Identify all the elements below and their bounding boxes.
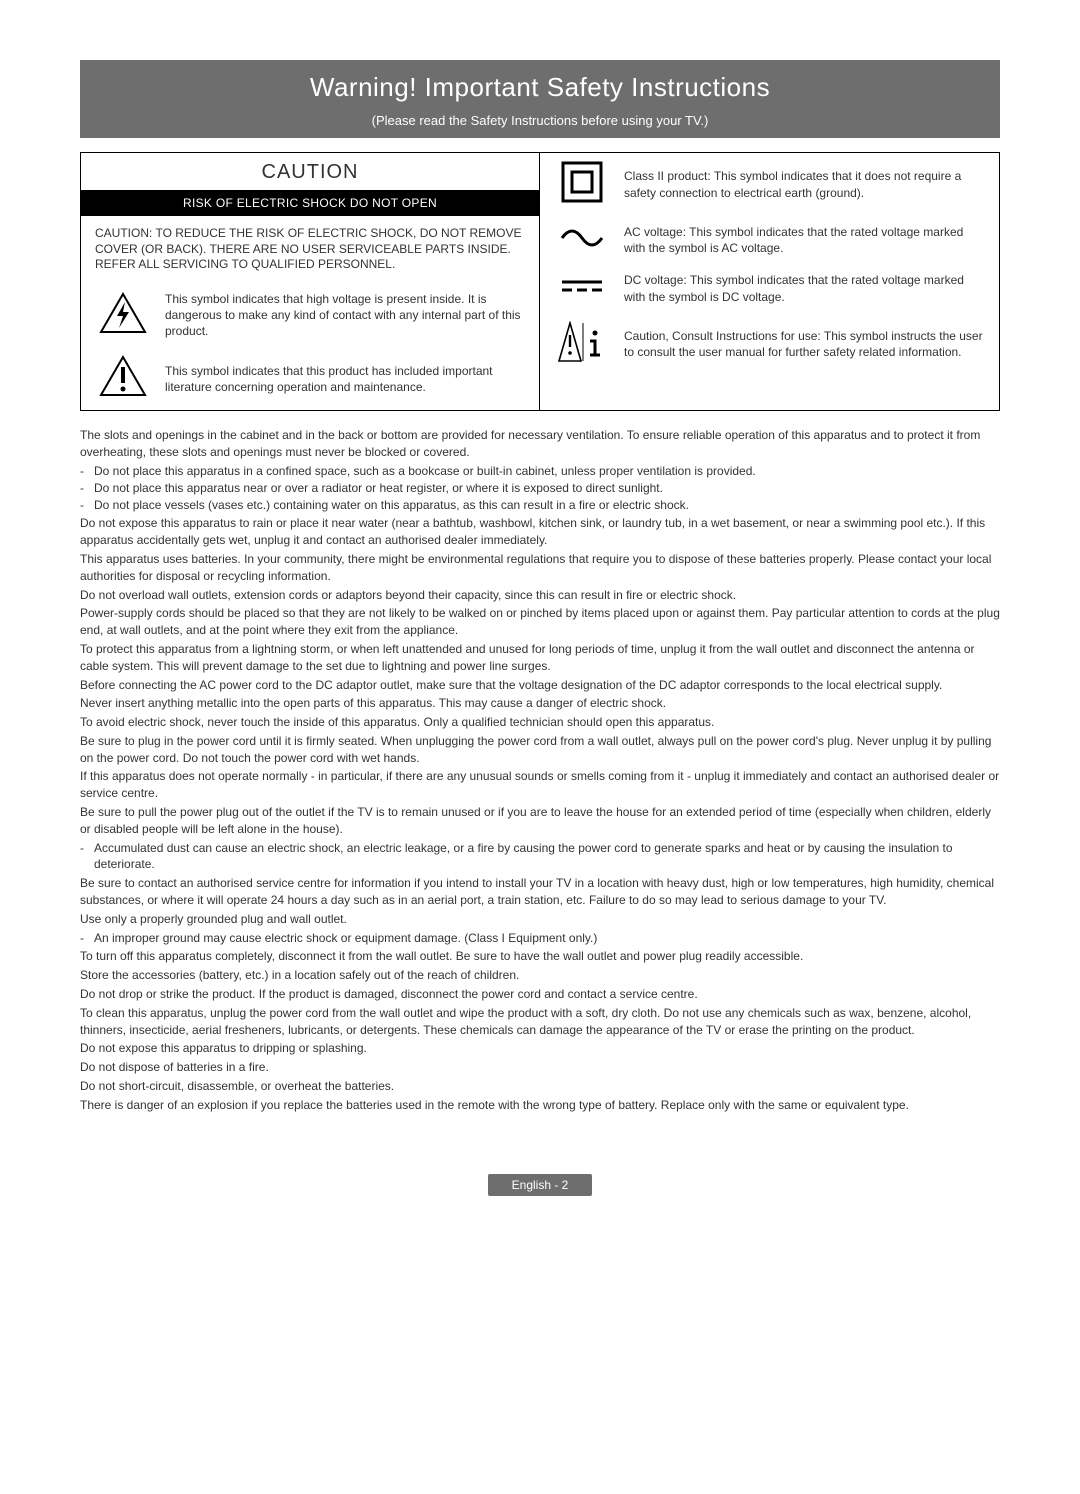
para: Do not dispose of batteries in a fire.: [80, 1059, 1000, 1076]
panel-left: CAUTION RISK OF ELECTRIC SHOCK DO NOT OP…: [81, 153, 540, 410]
symbol-text: DC voltage: This symbol indicates that t…: [624, 272, 985, 304]
bullet: Accumulated dust can cause an electric s…: [94, 840, 1000, 874]
para: This apparatus uses batteries. In your c…: [80, 551, 1000, 585]
bullet: Do not place this apparatus in a confine…: [94, 463, 1000, 480]
para: The slots and openings in the cabinet an…: [80, 427, 1000, 461]
bullet: Do not place this apparatus near or over…: [94, 480, 1000, 497]
para: Do not overload wall outlets, extension …: [80, 587, 1000, 604]
caution-bar: RISK OF ELECTRIC SHOCK DO NOT OPEN: [81, 190, 539, 216]
high-voltage-icon: [99, 292, 147, 339]
bullet: An improper ground may cause electric sh…: [94, 930, 1000, 947]
panel-right: Class II product: This symbol indicates …: [540, 153, 999, 410]
symbol-text: AC voltage: This symbol indicates that t…: [624, 224, 985, 256]
para: Store the accessories (battery, etc.) in…: [80, 967, 1000, 984]
para: Be sure to contact an authorised service…: [80, 875, 1000, 909]
caution-title: CAUTION: [81, 153, 539, 190]
para: If this apparatus does not operate norma…: [80, 768, 1000, 802]
page-footer: English - 2: [80, 1174, 1000, 1196]
para: Use only a properly grounded plug and wa…: [80, 911, 1000, 928]
para: Be sure to plug in the power cord until …: [80, 733, 1000, 767]
class2-icon: [561, 161, 603, 208]
para: Be sure to pull the power plug out of th…: [80, 804, 1000, 838]
bullet: Do not place vessels (vases etc.) contai…: [94, 497, 1000, 514]
para: To protect this apparatus from a lightni…: [80, 641, 1000, 675]
symbol-text: Caution, Consult Instructions for use: T…: [624, 328, 985, 360]
para: Never insert anything metallic into the …: [80, 695, 1000, 712]
symbol-panel: CAUTION RISK OF ELECTRIC SHOCK DO NOT OP…: [80, 152, 1000, 411]
para: Before connecting the AC power cord to t…: [80, 677, 1000, 694]
para: To avoid electric shock, never touch the…: [80, 714, 1000, 731]
page-number: English - 2: [488, 1174, 593, 1196]
para: Do not short-circuit, disassemble, or ov…: [80, 1078, 1000, 1095]
para: To clean this apparatus, unplug the powe…: [80, 1005, 1000, 1039]
literature-icon: [99, 355, 147, 402]
header-banner: Warning! Important Safety Instructions: [80, 60, 1000, 109]
symbol-row: AC voltage: This symbol indicates that t…: [540, 216, 999, 264]
caution-body: CAUTION: TO REDUCE THE RISK OF ELECTRIC …: [81, 216, 539, 283]
symbol-row: Caution, Consult Instructions for use: T…: [540, 313, 999, 376]
symbol-row: This symbol indicates that this product …: [81, 347, 539, 410]
para: To turn off this apparatus completely, d…: [80, 948, 1000, 965]
para: There is danger of an explosion if you r…: [80, 1097, 1000, 1114]
symbol-row: DC voltage: This symbol indicates that t…: [540, 264, 999, 312]
para: Do not expose this apparatus to rain or …: [80, 515, 1000, 549]
symbol-text: Class II product: This symbol indicates …: [624, 168, 985, 200]
para: Power-supply cords should be placed so t…: [80, 605, 1000, 639]
symbol-text: This symbol indicates that this product …: [165, 363, 525, 395]
ac-icon: [560, 228, 604, 253]
para: Do not drop or strike the product. If th…: [80, 986, 1000, 1003]
para: Do not expose this apparatus to dripping…: [80, 1040, 1000, 1057]
symbol-text: This symbol indicates that high voltage …: [165, 291, 525, 340]
body-text: The slots and openings in the cabinet an…: [80, 427, 1000, 1113]
page-title: Warning! Important Safety Instructions: [80, 72, 1000, 103]
dc-icon: [560, 278, 604, 299]
symbol-row: This symbol indicates that high voltage …: [81, 283, 539, 348]
symbol-row: Class II product: This symbol indicates …: [540, 153, 999, 216]
header-subtitle: (Please read the Safety Instructions bef…: [80, 109, 1000, 138]
consult-icon: [557, 321, 607, 368]
